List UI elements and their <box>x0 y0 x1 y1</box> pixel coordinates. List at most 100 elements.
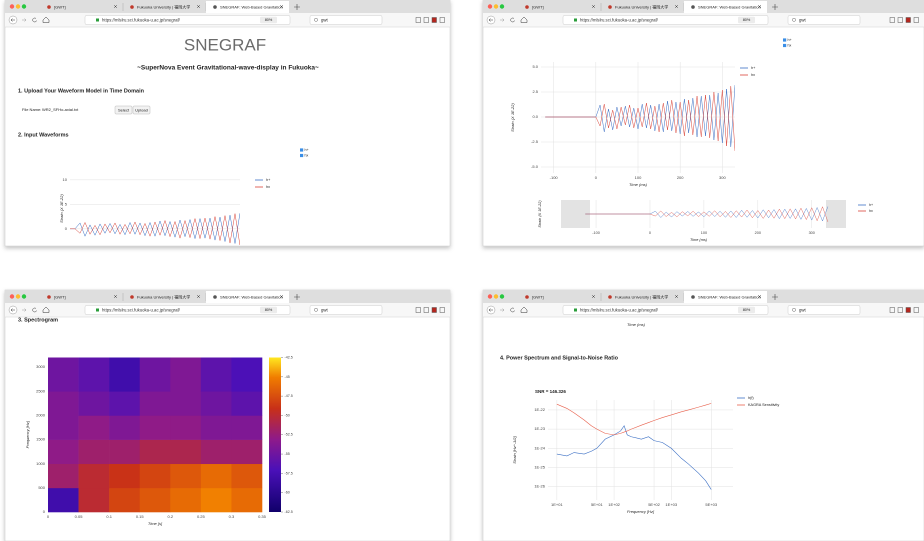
toolbar-icon[interactable] <box>906 18 911 23</box>
x-tick-label: 200 <box>755 231 761 235</box>
y-tick-label: 2500 <box>36 388 46 393</box>
colorbar-tick-label: -52.5 <box>285 433 293 437</box>
window-control <box>500 4 504 8</box>
x-tick-label: 0.2 <box>168 514 174 519</box>
y-tick-label: 5.0 <box>532 64 538 69</box>
heatmap-cell <box>140 415 171 439</box>
window-control <box>16 4 20 8</box>
heatmap-cell <box>109 358 140 392</box>
checkbox-label: h+ <box>305 148 309 152</box>
window-control <box>22 4 26 8</box>
x-tick-label: 1E+01 <box>551 502 563 507</box>
file-name: WR2_SFHo-axial.txt <box>42 107 79 112</box>
series-checkbox[interactable] <box>300 154 303 157</box>
y-tick-label: 1E-23 <box>534 426 545 431</box>
checkbox-label: hx <box>788 43 792 47</box>
section-heading: 1. Upload Your Waveform Model in Time Do… <box>18 88 145 94</box>
colorbar-tick-label: -45 <box>285 375 290 379</box>
heatmap-cell <box>109 415 140 439</box>
window-control <box>488 4 492 8</box>
url: https://mlslru.sci.fukuoka-u.ac.jp/snegr… <box>580 307 659 312</box>
section-heading: 3. Spectrogram <box>18 317 58 323</box>
heatmap-cell <box>140 440 171 464</box>
search-text: gwt <box>321 307 328 312</box>
tab-title: SNEGRAF: Web-Based Gravitation <box>698 4 761 9</box>
tab-title: [GWT] <box>54 294 66 299</box>
series-checkbox[interactable] <box>300 148 303 151</box>
y-tick-label: 2000 <box>36 413 46 418</box>
series-checkbox[interactable] <box>783 38 786 41</box>
cut-axis-label: Time (ms) <box>627 322 646 327</box>
x-tick-label: 0.25 <box>197 514 206 519</box>
heatmap-cell <box>231 464 262 488</box>
y-axis-label: Strain (X 1E-22) <box>59 193 64 222</box>
browser-window <box>483 290 924 541</box>
upload-label: Upload <box>135 107 148 112</box>
window-control <box>10 294 14 298</box>
y-tick-label: 2.5 <box>532 89 538 94</box>
page-title: SNEGRAF <box>184 35 266 54</box>
x-tick-label: 0.05 <box>75 514 84 519</box>
legend-label: KAGRA Sensitivity <box>748 403 779 407</box>
colorbar <box>269 358 281 513</box>
heatmap-cell <box>48 415 79 439</box>
legend-label: hx <box>266 185 270 189</box>
page-subtitle: ~SuperNova Event Gravitational-wave-disp… <box>137 65 319 72</box>
screenshot: [GWT]Fukuoka University | 福岡大学SNEGRAF: W… <box>0 0 924 541</box>
toolbar-icon[interactable] <box>432 308 437 313</box>
heatmap-cell <box>170 415 201 439</box>
heatmap-cell <box>170 464 201 488</box>
x-tick-label: 0.15 <box>136 514 145 519</box>
url: https://mlslru.sci.fukuoka-u.ac.jp/snegr… <box>102 307 181 312</box>
y-axis-label: Frequency [Hz] <box>25 420 30 448</box>
x-tick-label: 5E+02 <box>648 502 660 507</box>
lock-icon <box>96 19 99 22</box>
heatmap-cell <box>201 488 232 512</box>
annotation: SNR = 146.326 <box>535 389 566 394</box>
legend-label: h(f) <box>748 396 754 400</box>
y-tick-label: 1500 <box>36 437 46 442</box>
heatmap-cell <box>231 488 262 512</box>
tab-icon <box>130 295 134 299</box>
y-tick-label: 500 <box>38 485 45 490</box>
x-axis-label: Time (ms) <box>629 182 648 187</box>
heatmap-cell <box>170 358 201 392</box>
page: {"browser": {"tabs": ["[GWT]", "Fukuoka … <box>0 0 924 541</box>
toolbar-icon[interactable] <box>906 308 911 313</box>
range-selector <box>826 200 846 228</box>
heatmap-cell <box>48 358 79 392</box>
heatmap-cell <box>79 464 110 488</box>
heatmap-cell <box>170 391 201 415</box>
heatmap-cell <box>79 488 110 512</box>
colorbar-tick-label: -55 <box>285 452 290 456</box>
y-axis-label: Strain [Hz^-1/2] <box>512 435 517 463</box>
x-tick-label: 5E+01 <box>591 502 603 507</box>
colorbar-tick-label: -42.5 <box>285 355 293 359</box>
section-heading: 4. Power Spectrum and Signal-to-Noise Ra… <box>500 355 619 361</box>
window-control <box>494 4 498 8</box>
x-axis-label: Time (ms) <box>690 238 708 242</box>
x-tick-label: 0.1 <box>106 514 112 519</box>
heatmap-cell <box>231 415 262 439</box>
checkbox-label: h+ <box>788 38 792 42</box>
x-tick-label: 100 <box>701 231 707 235</box>
search-text: gwt <box>799 307 806 312</box>
legend-label: hx <box>751 73 755 77</box>
heatmap-cell <box>109 488 140 512</box>
heatmap-cell <box>79 391 110 415</box>
legend-label: hx <box>869 209 873 213</box>
heatmap-cell <box>140 488 171 512</box>
search-text: gwt <box>321 17 328 22</box>
tab-title: [GWT] <box>532 4 544 9</box>
x-tick-label: 0 <box>649 231 651 235</box>
zoom-level: 80% <box>265 308 273 312</box>
window-control <box>488 294 492 298</box>
zoom-level: 80% <box>265 18 273 22</box>
toolbar-icon[interactable] <box>432 18 437 23</box>
tab-title: [GWT] <box>532 294 544 299</box>
x-tick-label: 1E+03 <box>665 502 677 507</box>
x-tick-label: 0.3 <box>229 514 235 519</box>
series-checkbox[interactable] <box>783 44 786 47</box>
heatmap-cell <box>140 391 171 415</box>
legend-label: h+ <box>869 203 873 207</box>
